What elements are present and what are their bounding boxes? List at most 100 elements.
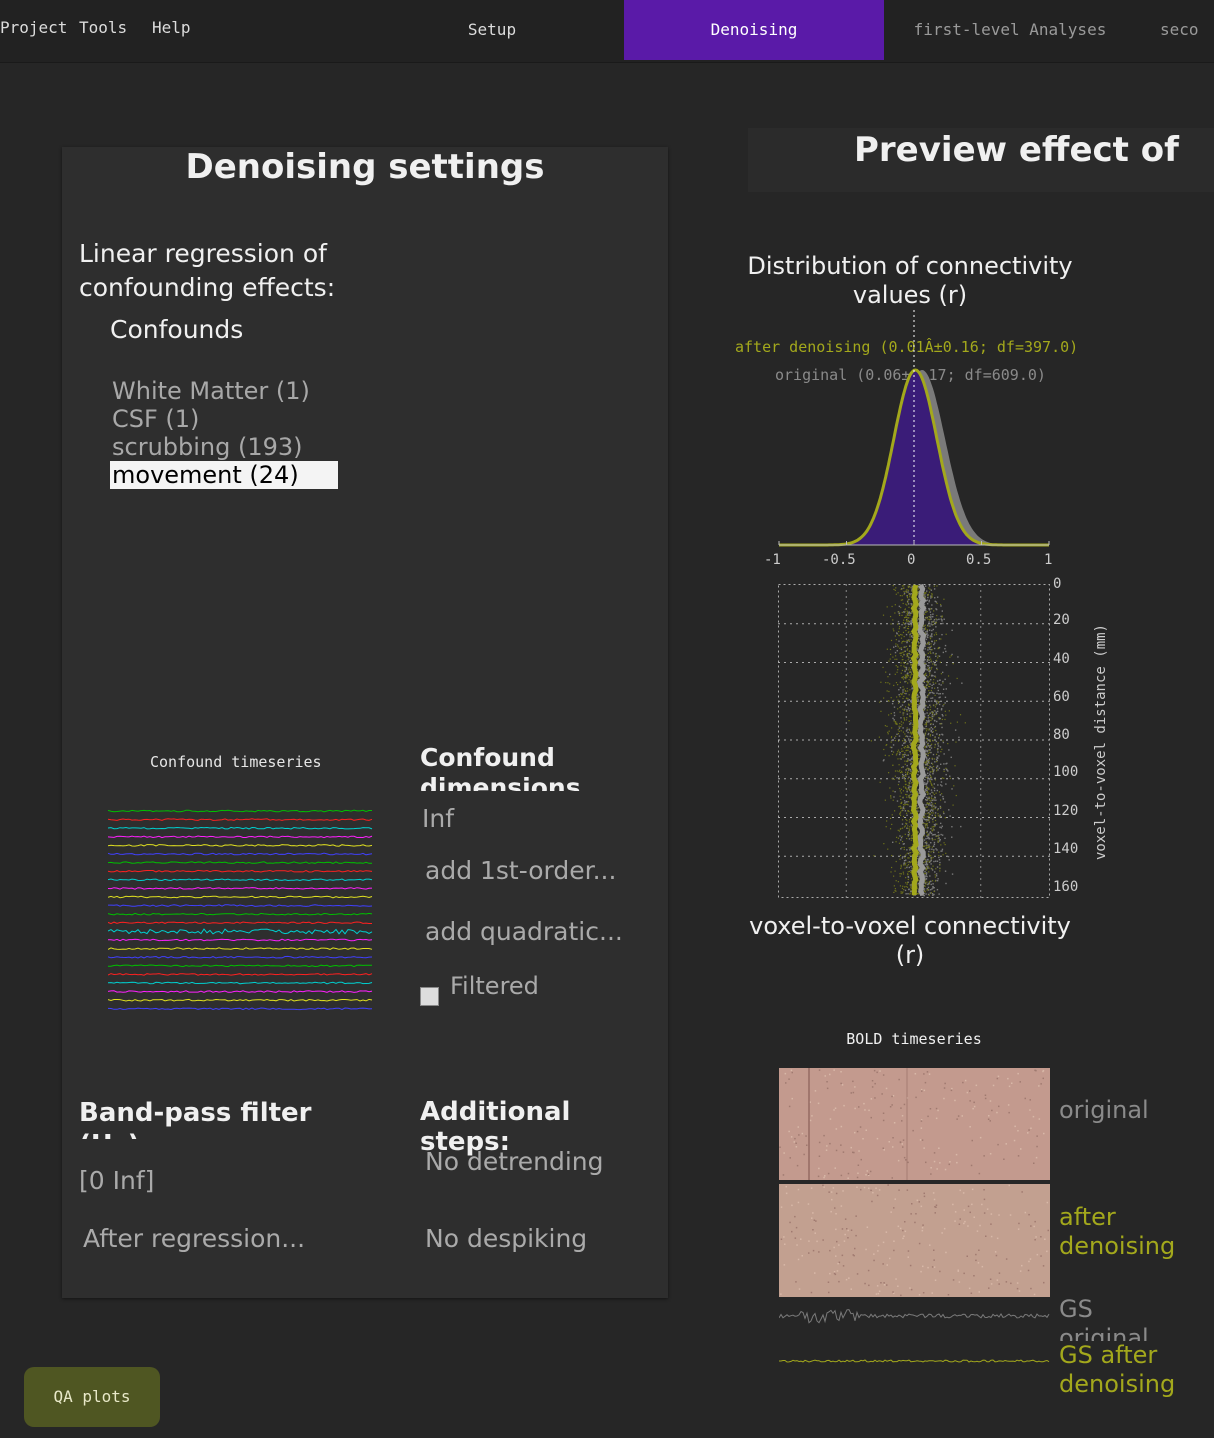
bold-texture-dot xyxy=(890,1211,892,1213)
scatter-point-original xyxy=(907,876,910,878)
qa-plots-button[interactable]: QA plots xyxy=(24,1367,160,1427)
scatter-point-after xyxy=(927,793,929,796)
scatter-point-after xyxy=(897,669,899,671)
panel-title: Denoising settings xyxy=(185,147,545,187)
scatter-point-after xyxy=(910,837,913,839)
scatter-point-original xyxy=(934,597,936,599)
bold-texture-dot xyxy=(947,1294,950,1296)
bold-texture-dot xyxy=(865,1174,867,1176)
scatter-point-after xyxy=(944,710,946,712)
add-first-order-select[interactable]: add 1st-order... xyxy=(425,856,617,885)
scatter-point-after xyxy=(894,870,896,872)
bold-texture-dot xyxy=(809,1119,812,1122)
scatter-point-original xyxy=(917,632,919,634)
scatter-point-original xyxy=(931,791,933,794)
bold-after-image xyxy=(779,1184,1050,1297)
scatter-point-after xyxy=(924,674,926,676)
bandpass-mode-select[interactable]: After regression... xyxy=(83,1224,306,1253)
scatter-point-original xyxy=(908,866,911,869)
scatter-point-original xyxy=(933,823,936,826)
scatter-point-after xyxy=(949,656,951,658)
bold-texture-dot xyxy=(990,1235,993,1238)
scatter-point-original xyxy=(940,605,942,607)
bold-texture-dot xyxy=(1013,1139,1016,1142)
scatter-point-original xyxy=(938,755,940,757)
scatter-point-after xyxy=(930,719,932,722)
scatter-point-original xyxy=(929,778,931,780)
confound-dimensions-input[interactable]: Inf xyxy=(422,804,455,833)
scatter-point-original xyxy=(904,670,906,673)
scatter-point-original xyxy=(892,777,894,780)
bold-texture-dot xyxy=(801,1255,803,1257)
scatter-point-after xyxy=(911,598,913,600)
scatter-point-after xyxy=(897,837,900,839)
scatter-point-after xyxy=(889,746,892,748)
scatter-point-after xyxy=(903,688,905,690)
bold-texture-dot xyxy=(803,1153,805,1156)
bold-texture-dot xyxy=(931,1292,933,1294)
scatter-point-original xyxy=(924,707,926,710)
bold-texture-dot xyxy=(788,1078,790,1080)
despiking-select[interactable]: No despiking xyxy=(425,1224,588,1253)
bold-texture-dot xyxy=(967,1225,969,1227)
scatter-point-after xyxy=(937,838,939,840)
tab-setup[interactable]: Setup xyxy=(467,20,517,39)
scatter-point-after xyxy=(899,652,901,654)
scatter-point-after xyxy=(899,647,901,649)
scatter-point-after xyxy=(934,802,936,805)
add-quadratic-select[interactable]: add quadratic... xyxy=(425,917,623,946)
confound-item-scrubbing[interactable]: scrubbing (193) xyxy=(112,433,303,461)
menu-help[interactable]: Help xyxy=(152,18,191,37)
scatter-point-original xyxy=(906,790,908,793)
scatter-point-after xyxy=(900,873,902,875)
tab-denoising[interactable]: Denoising xyxy=(624,0,884,60)
menu-project[interactable]: Project xyxy=(0,18,68,37)
scatter-point-original xyxy=(930,729,933,732)
scatter-point-after xyxy=(924,879,926,881)
scatter-point-after xyxy=(901,693,903,696)
scatter-point-after xyxy=(926,629,929,631)
scatter-point-after xyxy=(942,682,944,684)
tab-first-level-analyses[interactable]: first-level Analyses xyxy=(913,20,1107,39)
scatter-point-after xyxy=(906,789,908,791)
scatter-point-after xyxy=(903,786,905,788)
scatter-point-original xyxy=(917,873,920,876)
tab-second-level[interactable]: seco xyxy=(1160,20,1199,39)
scatter-point-after xyxy=(917,679,919,681)
bold-texture-dot xyxy=(941,1232,943,1234)
confound-item-white-matter[interactable]: White Matter (1) xyxy=(112,377,310,405)
scatter-point-original xyxy=(898,777,900,779)
detrending-select[interactable]: No detrending xyxy=(425,1147,604,1176)
filtered-checkbox[interactable] xyxy=(420,987,439,1006)
bold-texture-dot xyxy=(914,1073,917,1075)
confound-item-movement[interactable]: movement (24) xyxy=(110,461,338,489)
menu-tools[interactable]: Tools xyxy=(79,18,128,37)
scatter-point-after xyxy=(899,790,901,792)
scatter-point-after xyxy=(910,871,912,873)
bold-texture-dot xyxy=(979,1136,982,1139)
scatter-point-original xyxy=(924,594,926,596)
bold-texture-dot xyxy=(850,1229,853,1231)
bold-texture-dot xyxy=(806,1144,808,1146)
scatter-point-original xyxy=(917,664,920,666)
confound-item-csf[interactable]: CSF (1) xyxy=(112,405,200,433)
scatter-point-after xyxy=(896,723,898,725)
scatter-point-original xyxy=(932,734,934,736)
bandpass-input[interactable]: [0 Inf] xyxy=(79,1166,155,1195)
bold-texture-dot xyxy=(835,1149,838,1152)
bold-texture-dot xyxy=(780,1206,783,1208)
scatter-point-after xyxy=(938,646,940,649)
scatter-point-after xyxy=(912,843,914,845)
scatter-point-after xyxy=(936,602,938,605)
scatter-point-after xyxy=(944,718,946,721)
scatter-point-after xyxy=(899,771,902,774)
scatter-point-original xyxy=(925,590,928,592)
scatter-point-after xyxy=(909,713,911,715)
bold-texture xyxy=(779,1069,1049,1297)
scatter-point-original xyxy=(908,661,911,663)
confound-series-line xyxy=(108,921,372,925)
scatter-point-original xyxy=(949,815,951,817)
scatter-point-original xyxy=(931,814,934,817)
scatter-point-original xyxy=(957,776,959,779)
scatter-point-after xyxy=(901,810,903,812)
